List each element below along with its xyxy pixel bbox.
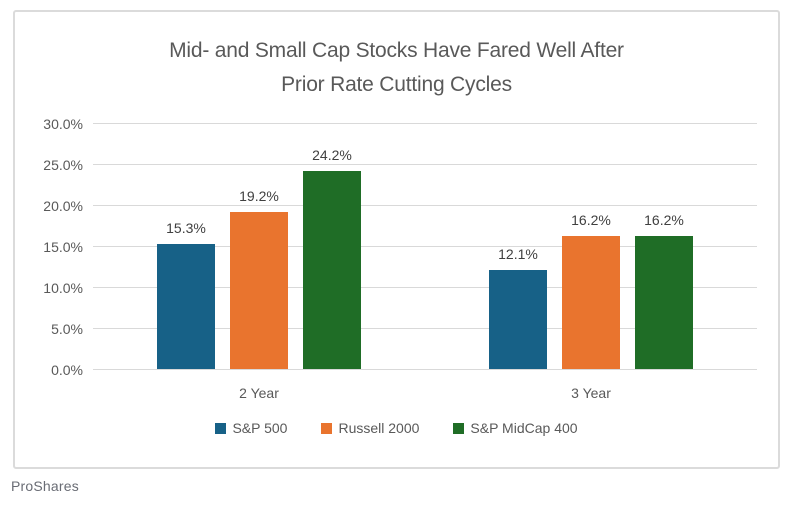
gridline-30-0: 30.0% — [43, 116, 757, 132]
gridline-5-0: 5.0% — [51, 321, 757, 337]
legend-label: S&P MidCap 400 — [470, 420, 578, 436]
gridline-20-0: 20.0% — [43, 198, 757, 214]
legend-item-russell-2000: Russell 2000 — [321, 420, 419, 436]
bar-s-p-midcap-400-2-year — [303, 171, 361, 369]
chart-title: Mid- and Small Cap Stocks Have Fared Wel… — [15, 34, 778, 102]
x-axis-category-label-2-year: 2 Year — [239, 385, 279, 401]
bar-value-label-s-p-500-3-year: 12.1% — [498, 246, 538, 262]
y-axis-tick-label: 0.0% — [51, 362, 83, 378]
gridline-25-0: 25.0% — [43, 157, 757, 173]
y-axis-tick-label: 10.0% — [43, 280, 83, 296]
bar-value-label-s-p-midcap-400-2-year: 24.2% — [312, 147, 352, 163]
legend-item-s-p-500: S&P 500 — [215, 420, 287, 436]
bar-russell-2000-2-year — [230, 212, 288, 369]
legend-swatch-icon — [321, 422, 333, 434]
bar-value-label-s-p-500-2-year: 15.3% — [166, 220, 206, 236]
y-axis-tick-label: 30.0% — [43, 116, 83, 132]
y-axis-tick-label: 25.0% — [43, 157, 83, 173]
y-axis-tick-label: 5.0% — [51, 321, 83, 337]
bar-value-label-s-p-midcap-400-3-year: 16.2% — [644, 212, 684, 228]
chart-title-line-1: Mid- and Small Cap Stocks Have Fared Wel… — [169, 39, 624, 62]
x-axis-category-label-3-year: 3 Year — [571, 385, 611, 401]
chart-title-line-2: Prior Rate Cutting Cycles — [281, 73, 512, 96]
footer-brand: ProShares — [11, 478, 79, 494]
bar-value-label-russell-2000-2-year: 19.2% — [239, 188, 279, 204]
legend-label: Russell 2000 — [338, 420, 420, 436]
legend-swatch-icon — [215, 422, 227, 434]
plot-area: 0.0% 5.0% 10.0% 15.0% 20.0% 25.0% 30.0% 15.3% 19… — [43, 116, 757, 401]
bar-value-label-russell-2000-3-year: 16.2% — [571, 212, 611, 228]
bar-russell-2000-3-year — [562, 236, 620, 369]
bar-s-p-500-3-year — [489, 270, 547, 369]
chart-frame: Mid- and Small Cap Stocks Have Fared Wel… — [13, 10, 780, 469]
legend: S&P 500 Russell 2000 S&P MidCap 400 — [15, 420, 778, 436]
gridline-0-0: 0.0% — [51, 362, 757, 378]
legend-item-s-p-midcap-400: S&P MidCap 400 — [453, 420, 578, 436]
y-axis-tick-label: 20.0% — [43, 198, 83, 214]
y-axis-tick-label: 15.0% — [43, 239, 83, 255]
gridline-15-0: 15.0% — [43, 239, 757, 255]
legend-label: S&P 500 — [232, 420, 288, 436]
legend-swatch-icon — [453, 422, 465, 434]
bar-s-p-midcap-400-3-year — [635, 236, 693, 369]
gridline-10-0: 10.0% — [43, 280, 757, 296]
bar-s-p-500-2-year — [157, 244, 215, 369]
